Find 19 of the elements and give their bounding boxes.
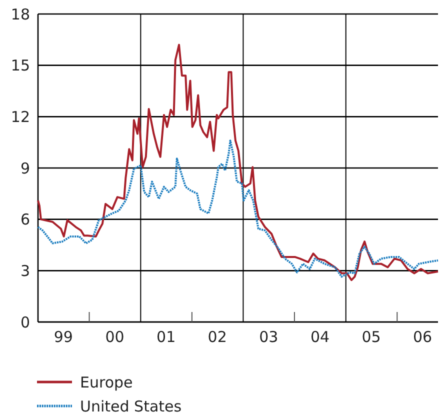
y-tick-label: 3 bbox=[20, 262, 30, 280]
x-tick-label: 04 bbox=[310, 328, 330, 346]
x-tick-label: 02 bbox=[208, 328, 227, 346]
y-tick-label: 9 bbox=[20, 159, 30, 178]
x-tick-label: 06 bbox=[413, 328, 432, 346]
y-tick-label: 18 bbox=[10, 5, 30, 24]
y-tick-label: 0 bbox=[20, 313, 30, 332]
legend-label: United States bbox=[80, 397, 182, 414]
line-series bbox=[37, 140, 439, 278]
y-tick-label: 6 bbox=[20, 210, 30, 229]
x-tick-label: 00 bbox=[105, 328, 124, 346]
x-tick-label: 01 bbox=[156, 328, 176, 346]
x-tick-label: 05 bbox=[362, 328, 381, 346]
x-tick-label: 03 bbox=[259, 328, 278, 346]
x-tick-label: 99 bbox=[54, 328, 73, 346]
y-tick-label: 12 bbox=[10, 108, 30, 126]
y-tick-label: 15 bbox=[10, 56, 30, 75]
legend-label: Europe bbox=[80, 373, 133, 392]
line-series bbox=[37, 44, 439, 282]
